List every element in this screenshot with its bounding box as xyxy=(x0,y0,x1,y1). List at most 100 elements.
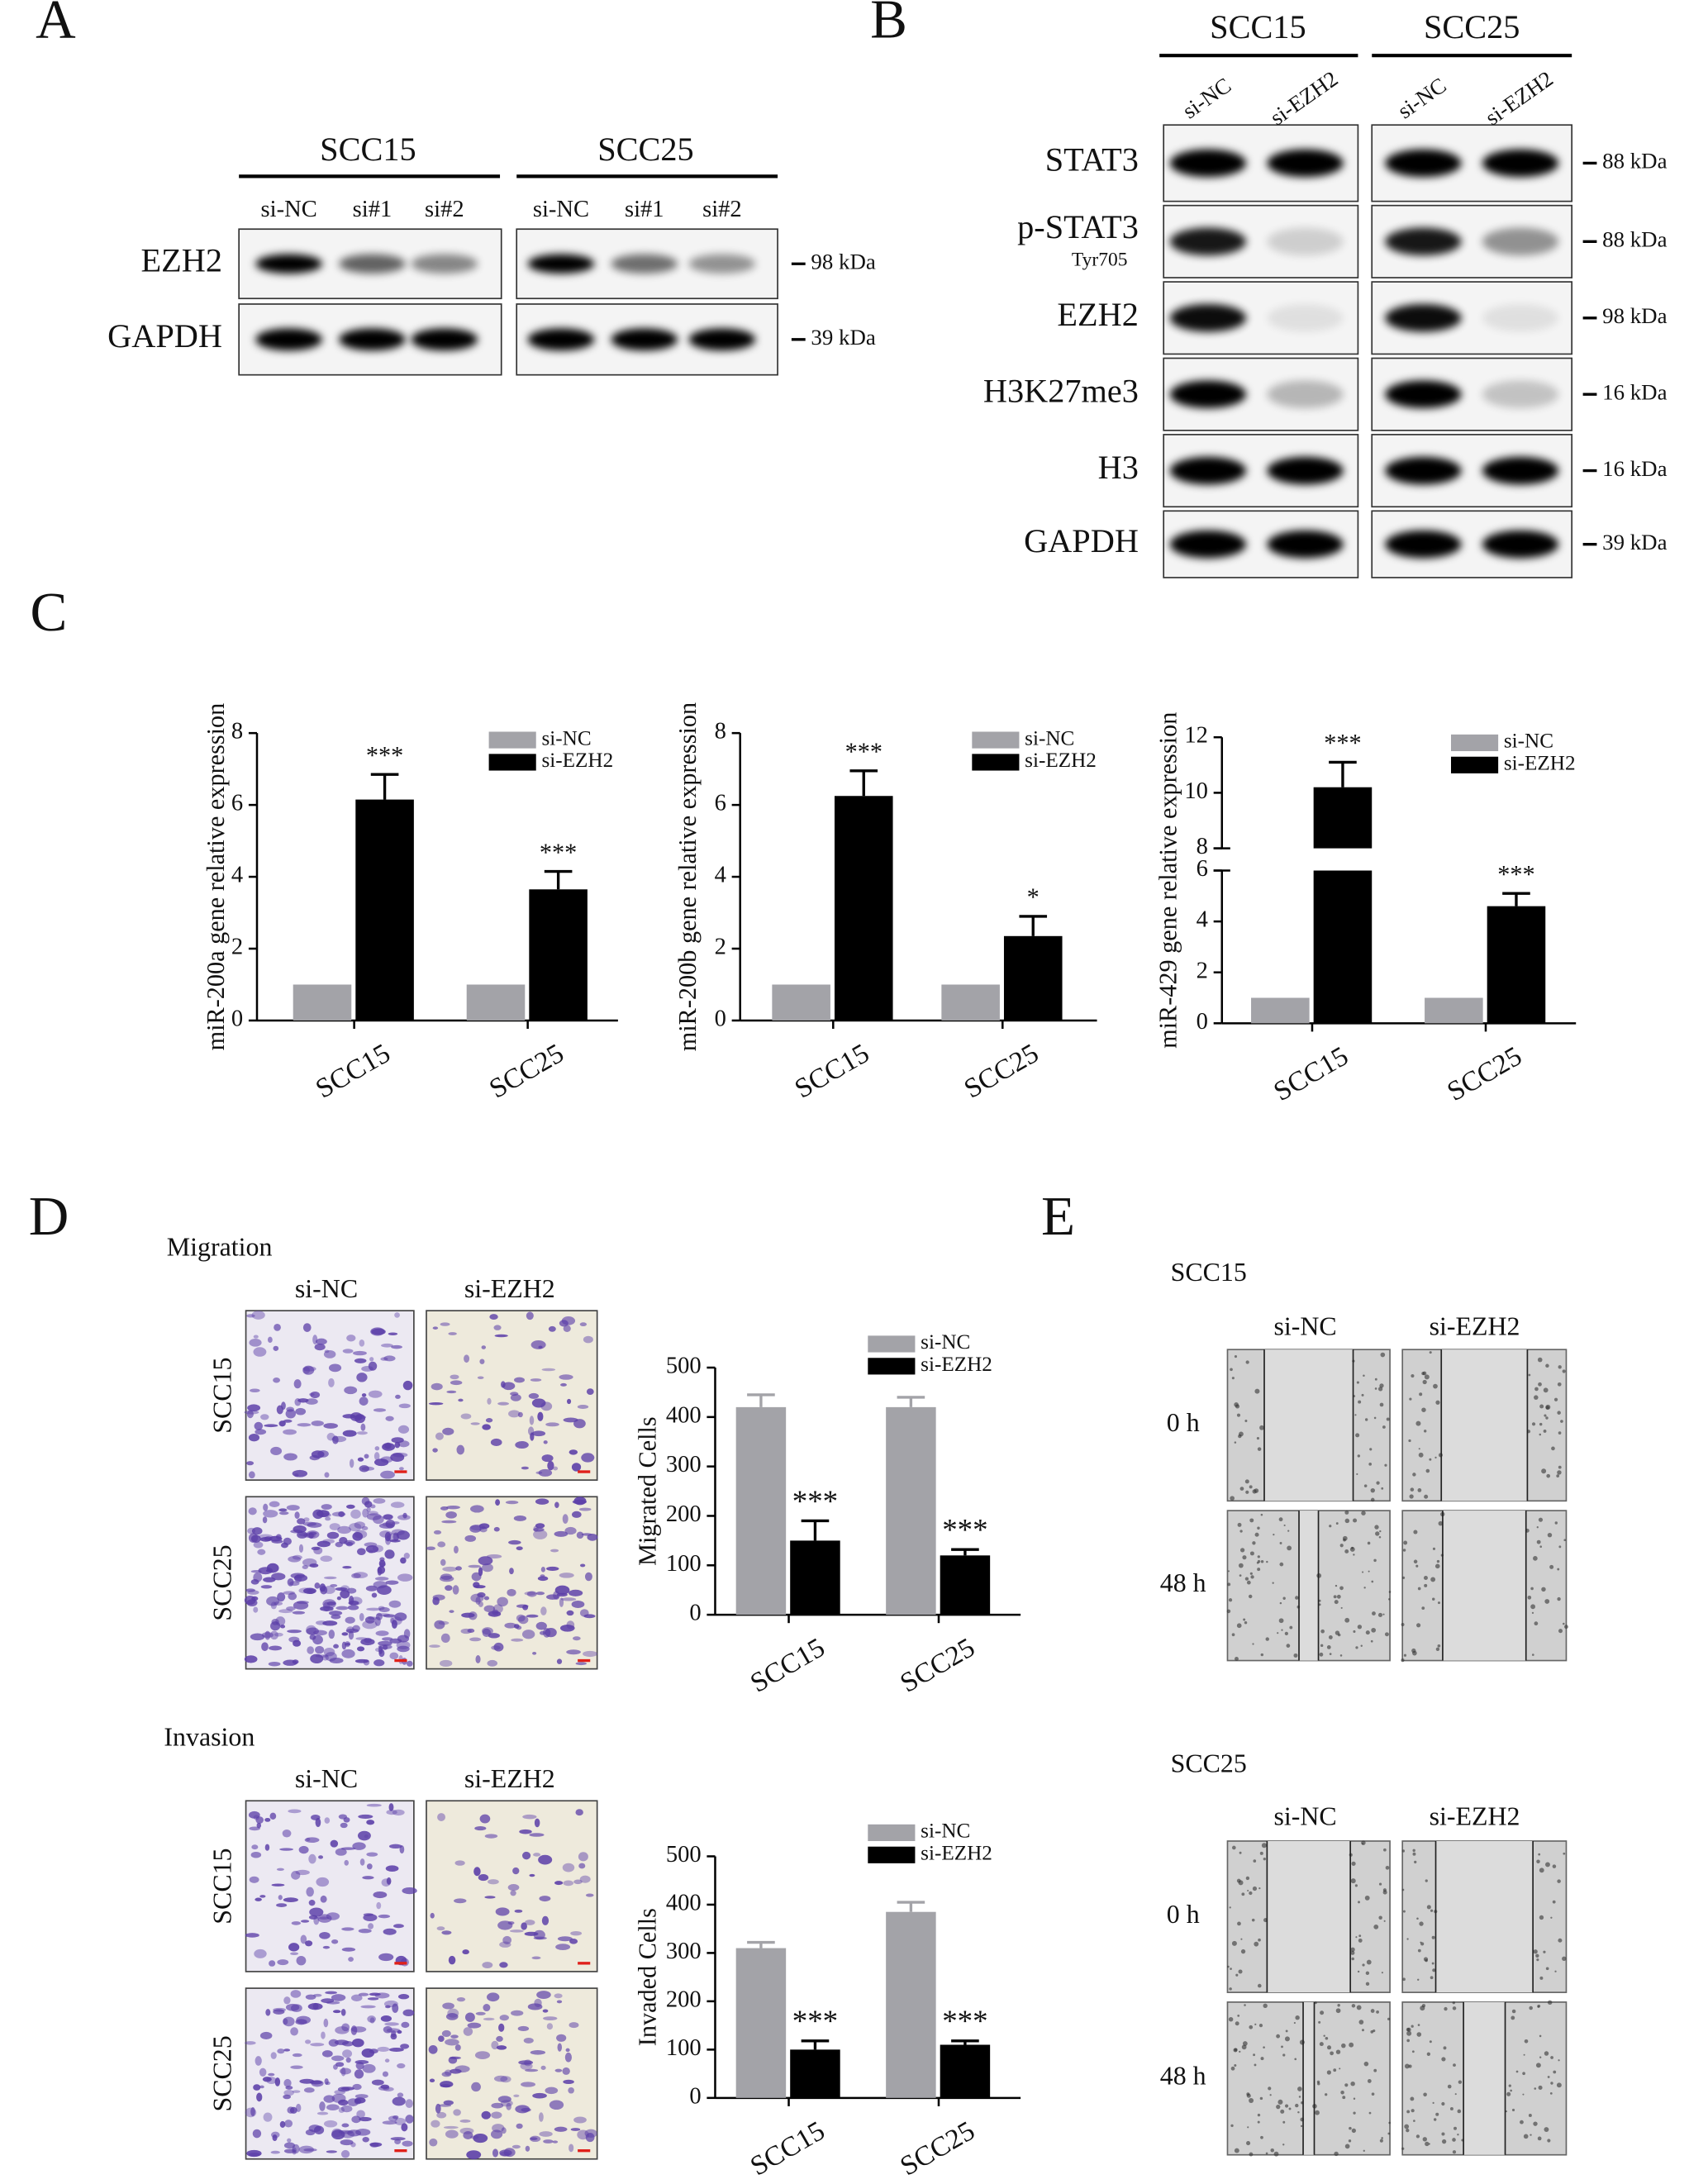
cell-speck xyxy=(1426,1905,1431,1910)
row-label: 48 h xyxy=(1160,1568,1206,1597)
stained-cell xyxy=(493,1325,502,1330)
stained-cell xyxy=(397,2063,406,2069)
stained-cell xyxy=(300,1934,307,1944)
error-bar xyxy=(897,1396,925,1407)
stained-cell xyxy=(350,1596,363,1606)
stained-cell xyxy=(580,1563,586,1568)
cell-speck xyxy=(1329,1525,1332,1528)
cell-speck xyxy=(1240,1938,1243,1940)
stained-cell xyxy=(487,1659,498,1667)
cell-speck xyxy=(1556,2082,1562,2088)
row-label: EZH2 xyxy=(140,241,222,278)
cell-speck xyxy=(1285,2029,1288,2033)
stained-cell xyxy=(459,2119,471,2123)
stained-cell xyxy=(458,1398,464,1402)
stained-cell xyxy=(298,1544,304,1554)
stained-cell xyxy=(394,2117,407,2125)
y-tick-label: 0 xyxy=(689,2083,701,2109)
stained-cell xyxy=(467,1628,475,1634)
stained-cell xyxy=(290,1952,299,1956)
stained-cell xyxy=(484,1834,498,1839)
stained-cell xyxy=(383,2025,393,2034)
cell-speck xyxy=(1314,2001,1317,2005)
stained-cell xyxy=(364,1454,369,1459)
cell-speck xyxy=(1552,1900,1556,1904)
stained-cell xyxy=(302,1564,308,1570)
stained-cell xyxy=(467,2022,482,2029)
cell-speck xyxy=(1284,2036,1290,2042)
cell-speck xyxy=(1370,1639,1373,1643)
stained-cell xyxy=(325,1991,337,1995)
stained-cell xyxy=(291,1870,301,1880)
stained-cell xyxy=(354,2094,369,2099)
cell-speck xyxy=(1424,1583,1428,1587)
stained-cell xyxy=(351,2115,361,2124)
stained-cell xyxy=(250,1388,260,1393)
cell-speck xyxy=(1384,1632,1389,1637)
cell-speck xyxy=(1228,2016,1234,2022)
cell-speck xyxy=(1558,1545,1562,1549)
cell-speck xyxy=(1363,1374,1365,1377)
stained-cell xyxy=(321,1998,335,2004)
stained-cell xyxy=(311,1546,321,1551)
cell-speck xyxy=(1541,1587,1546,1592)
stained-cell xyxy=(290,2004,302,2012)
cell-speck xyxy=(1362,1843,1364,1845)
stained-cell xyxy=(583,1335,593,1344)
stained-cell xyxy=(261,1642,269,1652)
stained-cell xyxy=(540,1606,547,1615)
cell-speck xyxy=(1354,1884,1358,1887)
stained-cell xyxy=(315,1338,327,1345)
legend-swatch xyxy=(868,1335,916,1353)
cell-speck xyxy=(1418,1452,1424,1458)
cell-speck xyxy=(1253,2053,1256,2057)
cell-speck xyxy=(1387,2132,1391,2135)
cell-speck xyxy=(1249,1551,1254,1556)
stained-cell xyxy=(385,1416,394,1421)
cell-speck xyxy=(1356,1473,1358,1476)
lane-label: si#1 xyxy=(353,197,393,222)
blot-band xyxy=(1267,530,1344,559)
cell-speck xyxy=(1363,1484,1368,1487)
cell-speck xyxy=(1358,1934,1362,1938)
stained-cell xyxy=(336,1596,341,1601)
blot-band xyxy=(1482,227,1559,256)
cell-speck xyxy=(1520,2120,1524,2125)
cell-speck xyxy=(1239,2050,1241,2053)
stained-cell xyxy=(251,1527,263,1535)
stained-cell xyxy=(356,1431,368,1435)
bar xyxy=(1487,906,1546,1024)
stained-cell xyxy=(247,1590,259,1595)
lane-label: si#2 xyxy=(702,197,742,222)
cell-speck xyxy=(1249,2025,1254,2029)
stained-cell xyxy=(340,2067,346,2077)
cell-speck xyxy=(1371,1580,1374,1583)
stained-cell xyxy=(513,2094,520,2098)
cell-speck xyxy=(1230,2066,1235,2071)
cell-speck xyxy=(1282,2053,1286,2057)
stained-cell xyxy=(380,2084,390,2089)
stained-cell xyxy=(321,2031,326,2039)
stained-cell xyxy=(323,1349,336,1358)
row-label: EZH2 xyxy=(1057,296,1139,333)
stained-cell xyxy=(380,2015,393,2022)
cell-speck xyxy=(1536,1958,1539,1962)
column-label: si-NC xyxy=(295,1274,358,1303)
stained-cell xyxy=(518,2060,534,2065)
cell-speck xyxy=(1326,1644,1331,1649)
size-label: 88 kDa xyxy=(1602,149,1667,174)
stained-cell xyxy=(263,1577,276,1582)
cell-speck xyxy=(1388,1591,1392,1593)
stained-cell xyxy=(445,2129,459,2139)
stained-cell xyxy=(573,1636,581,1641)
stained-cell xyxy=(320,1895,327,1903)
cell-speck xyxy=(1563,1622,1565,1625)
stained-cell xyxy=(311,1420,324,1426)
cell-speck xyxy=(1533,2121,1538,2126)
cell-speck xyxy=(1387,2017,1391,2020)
cell-speck xyxy=(1350,2081,1355,2086)
significance: *** xyxy=(942,1512,987,1546)
stained-cell xyxy=(393,2115,399,2120)
stained-cell xyxy=(256,1822,262,1829)
cell-speck xyxy=(1273,2151,1279,2157)
